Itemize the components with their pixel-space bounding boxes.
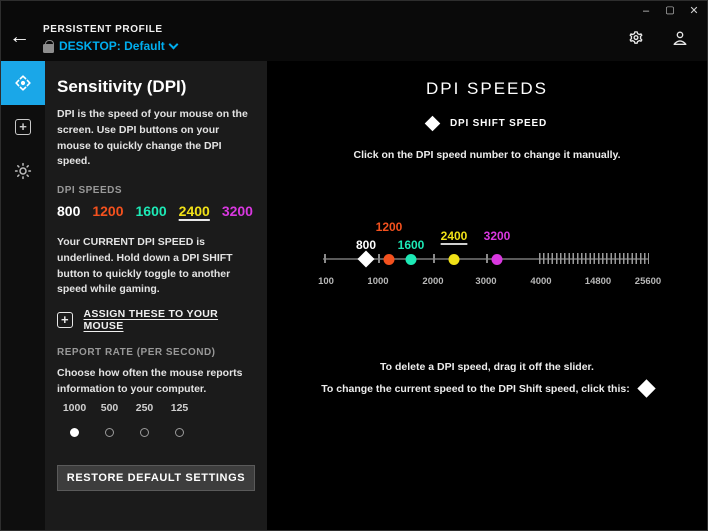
nav-item-dpi[interactable] xyxy=(1,61,45,105)
report-rate-label: REPORT RATE (PER SECOND) xyxy=(57,347,216,358)
dpi-slider[interactable]: 1200 2400 3200 800 1600 100 1000 2000 30… xyxy=(318,211,661,301)
maximize-button[interactable]: ▢ xyxy=(665,5,675,16)
scale-label: 3000 xyxy=(475,276,497,287)
dpi-speeds-panel: DPI SPEEDS DPI SHIFT SPEED Click on the … xyxy=(267,61,707,530)
title-bar: – ▢ ✕ xyxy=(1,1,707,23)
slider-tick-100 xyxy=(324,254,326,263)
dpi-speed-1200[interactable]: 1200 xyxy=(92,203,124,219)
slider-marker-1200[interactable] xyxy=(383,253,395,265)
slider-tick-1000 xyxy=(378,254,380,263)
rate-option-250: 250 xyxy=(127,402,162,437)
scale-label: 4000 xyxy=(530,276,552,287)
lock-icon xyxy=(43,39,54,53)
dpi-speed-3200[interactable]: 3200 xyxy=(221,203,253,219)
dpi-speeds-title: DPI SPEEDS xyxy=(425,79,549,98)
profile-label: PERSISTENT PROFILE xyxy=(43,24,163,35)
slider-marker-800-diamond[interactable] xyxy=(357,250,375,268)
rate-radio-500[interactable] xyxy=(105,427,114,437)
dpi-speed-1600[interactable]: 1600 xyxy=(135,203,167,219)
profile-name[interactable]: DESKTOP: Default xyxy=(59,39,165,53)
dpi-speed-2400-current[interactable]: 2400 xyxy=(178,203,210,219)
dpi-shift-speed-row: DPI SHIFT SPEED xyxy=(267,115,707,132)
rate-value: 1000 xyxy=(62,401,87,414)
slider-tick-2000 xyxy=(433,254,435,263)
shift-note: To change the current speed to the DPI S… xyxy=(321,382,630,395)
scale-label: 100 xyxy=(318,276,334,287)
slider-marker-2400[interactable] xyxy=(448,253,460,265)
rate-option-1000: 1000 xyxy=(57,402,92,437)
dpi-speed-list: 800 1200 1600 2400 3200 xyxy=(57,203,255,219)
rate-option-125: 125 xyxy=(162,402,197,437)
assign-link[interactable]: ASSIGN THESE TO YOUR MOUSE xyxy=(83,308,219,332)
scale-label: 2000 xyxy=(422,276,444,287)
dpi-pointer-icon xyxy=(15,75,31,91)
dpi-shift-click-diamond-icon[interactable] xyxy=(637,379,656,398)
dpi-description: DPI is the speed of your mouse on the sc… xyxy=(57,108,248,168)
dpi-shift-diamond-icon xyxy=(424,115,441,132)
rate-value: 500 xyxy=(100,401,119,414)
slider-marker-1600[interactable] xyxy=(405,253,417,265)
report-rate-description: Choose how often the mouse reports infor… xyxy=(57,367,243,395)
slider-label-1200[interactable]: 1200 xyxy=(375,220,403,234)
slider-label-3200[interactable]: 3200 xyxy=(483,229,511,243)
scale-label: 1000 xyxy=(367,276,389,287)
rate-radio-125[interactable] xyxy=(175,427,184,437)
nav-item-assign[interactable]: + xyxy=(1,105,45,149)
nav-item-lighting[interactable] xyxy=(1,149,45,193)
shift-note-row: To change the current speed to the DPI S… xyxy=(267,379,707,398)
restore-defaults-button[interactable]: RESTORE DEFAULT SETTINGS xyxy=(57,464,255,491)
rate-radio-250[interactable] xyxy=(140,427,149,437)
rate-option-500: 500 xyxy=(92,402,127,437)
close-button[interactable]: ✕ xyxy=(689,5,699,17)
slider-dense-tick-region xyxy=(539,253,649,264)
chevron-down-icon[interactable] xyxy=(168,39,179,50)
slider-label-1600[interactable]: 1600 xyxy=(397,238,425,252)
dpi-speeds-label: DPI SPEEDS xyxy=(57,185,123,196)
gear-icon[interactable] xyxy=(627,29,645,47)
back-arrow-icon[interactable]: ← xyxy=(9,25,30,48)
delete-note: To delete a DPI speed, drag it off the s… xyxy=(380,361,594,373)
scale-label: 25600 xyxy=(634,276,662,287)
assign-plus-icon: + xyxy=(57,312,73,328)
rate-value: 250 xyxy=(135,401,154,414)
rate-value: 125 xyxy=(170,401,189,414)
report-rate-options: 1000 500 250 125 xyxy=(57,402,255,437)
profile-selector[interactable]: PERSISTENT PROFILE DESKTOP: Default xyxy=(43,24,179,53)
header-bar: – ▢ ✕ ← PERSISTENT PROFILE DESKTOP: Defa… xyxy=(1,1,707,61)
slider-tick-3000 xyxy=(486,254,488,263)
assign-row[interactable]: + ASSIGN THESE TO YOUR MOUSE xyxy=(57,308,255,332)
slider-instruction: Click on the DPI speed number to change … xyxy=(353,149,621,161)
slider-label-800[interactable]: 800 xyxy=(355,238,377,252)
rate-radio-1000[interactable] xyxy=(70,427,79,437)
slider-label-2400-current[interactable]: 2400 xyxy=(440,229,468,243)
scale-label: 14800 xyxy=(584,276,612,287)
dpi-shift-speed-label: DPI SHIFT SPEED xyxy=(449,118,547,129)
settings-panel: Sensitivity (DPI) DPI is the speed of yo… xyxy=(45,61,267,530)
assign-plus-icon: + xyxy=(15,119,31,135)
dpi-speed-800[interactable]: 800 xyxy=(57,203,81,219)
slider-marker-3200[interactable] xyxy=(491,253,503,265)
brightness-icon xyxy=(14,162,32,180)
panel-title: Sensitivity (DPI) xyxy=(57,77,187,96)
nav-rail: + xyxy=(1,61,45,530)
current-speed-note: Your CURRENT DPI SPEED is underlined. Ho… xyxy=(57,236,233,296)
user-icon[interactable] xyxy=(671,29,689,47)
minimize-button[interactable]: – xyxy=(642,5,650,17)
